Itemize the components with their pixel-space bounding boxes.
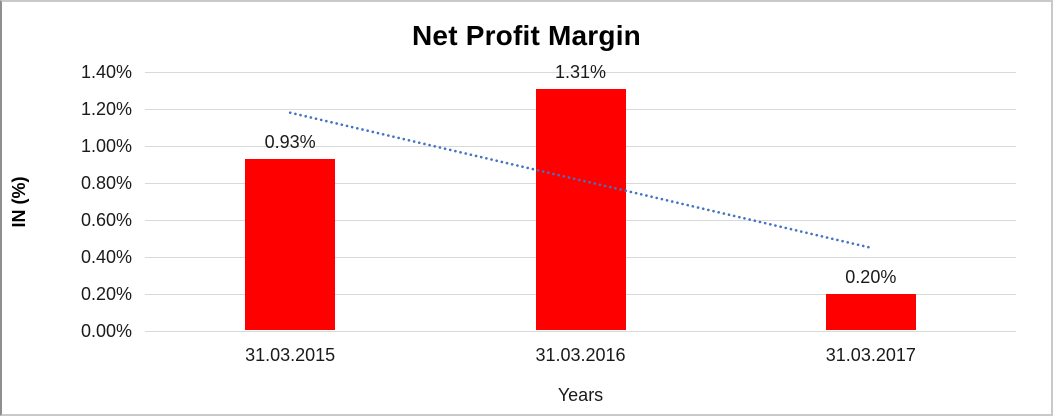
- y-axis-title: IN (%): [9, 176, 29, 228]
- x-tick-label: 31.03.2017: [825, 345, 916, 365]
- x-tick-label: 31.03.2016: [535, 345, 626, 365]
- y-tick-label: 1.40%: [80, 62, 132, 82]
- data-label: 0.20%: [845, 267, 897, 287]
- y-tick-label: 0.80%: [80, 173, 132, 193]
- chart-title: Net Profit Margin: [412, 20, 641, 51]
- data-label: 0.93%: [264, 131, 316, 152]
- bar-31.03.2015: [245, 158, 336, 330]
- x-axis-title: Years: [557, 385, 604, 405]
- bar-31.03.2017: [825, 294, 916, 330]
- gridline: [145, 331, 1016, 332]
- y-tick-label: 1.00%: [80, 136, 132, 156]
- data-label: 1.31%: [554, 61, 607, 82]
- y-tick-label: 0.20%: [80, 284, 132, 304]
- y-tick-label: 0.00%: [80, 321, 132, 341]
- x-tick-label: 31.03.2015: [245, 345, 336, 365]
- y-tick-label: 1.20%: [80, 99, 132, 119]
- bar-31.03.2016: [535, 88, 626, 330]
- gridline: [145, 72, 1016, 73]
- plot-area: [145, 72, 1016, 332]
- y-tick-label: 0.60%: [80, 210, 132, 230]
- y-tick-label: 0.40%: [80, 247, 132, 267]
